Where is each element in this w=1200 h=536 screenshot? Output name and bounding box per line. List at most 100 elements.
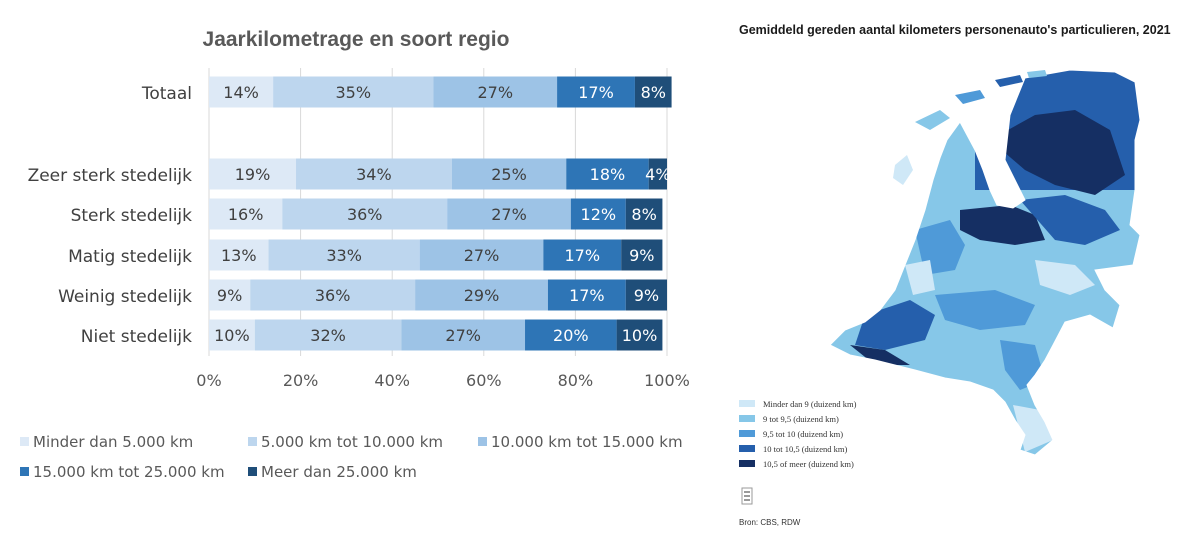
legend-label: 10.000 km tot 15.000 km <box>491 433 683 451</box>
map-legend-label: 9,5 tot 10 (duizend km) <box>763 428 844 439</box>
legend-swatch <box>248 467 257 476</box>
bar-segment <box>648 158 667 190</box>
bar-segment <box>621 239 663 271</box>
bar-segment <box>634 76 672 108</box>
bar-segment <box>401 319 526 351</box>
legend-swatch <box>739 415 755 422</box>
x-tick-label: 0% <box>196 371 221 390</box>
source-note: Bron: CBS, RDW <box>739 518 801 527</box>
legend-swatch <box>739 400 755 407</box>
legend-swatch <box>20 437 29 446</box>
map-title: Gemiddeld gereden aantal kilometers pers… <box>739 23 1171 37</box>
legend-label: 5.000 km tot 10.000 km <box>261 433 443 451</box>
data-label: 32% <box>310 326 346 345</box>
bar-segment <box>525 319 617 351</box>
map-legend-label: Minder dan 9 (duizend km) <box>763 398 857 409</box>
bar-segment <box>254 319 402 351</box>
bar-segment <box>625 198 663 230</box>
data-label: 13% <box>221 246 257 265</box>
bar-segment <box>570 198 626 230</box>
legend-swatch <box>739 460 755 467</box>
bar-segment <box>209 76 274 108</box>
data-label: 27% <box>445 326 481 345</box>
bar-segment <box>543 239 622 271</box>
data-label: 27% <box>491 205 527 224</box>
data-label: 4% <box>645 165 670 184</box>
bar-segment <box>625 279 667 311</box>
map-legend-label: 9 tot 9,5 (duizend km) <box>763 413 839 424</box>
data-label: 8% <box>641 83 666 102</box>
data-label: 27% <box>464 246 500 265</box>
data-label: 17% <box>564 246 600 265</box>
legend-swatch <box>739 445 755 452</box>
bar-segment <box>566 158 649 190</box>
legend-label: Meer dan 25.000 km <box>261 463 417 481</box>
data-label: 14% <box>223 83 259 102</box>
data-label: 29% <box>464 286 500 305</box>
bar-segment <box>419 239 544 271</box>
data-label: 16% <box>228 205 264 224</box>
legend-swatch <box>248 437 257 446</box>
data-label: 20% <box>553 326 589 345</box>
map-legend-item: 9 tot 9,5 (duizend km) <box>739 411 856 426</box>
category-label: Weinig stedelijk <box>58 287 192 307</box>
map-panel: Gemiddeld gereden aantal kilometers pers… <box>735 0 1200 536</box>
bar-segment <box>282 198 448 230</box>
data-label: 10% <box>214 326 250 345</box>
data-label: 18% <box>590 165 626 184</box>
map-legend-item: 10 tot 10,5 (duizend km) <box>739 441 856 456</box>
bar-segment <box>557 76 635 108</box>
bar-segment <box>547 279 626 311</box>
x-tick-label: 100% <box>644 371 690 390</box>
data-label: 17% <box>569 286 605 305</box>
bar-segment <box>447 198 571 230</box>
x-tick-label: 60% <box>466 371 502 390</box>
data-label: 36% <box>347 205 383 224</box>
bar-segment <box>209 198 283 230</box>
data-label: 34% <box>356 165 392 184</box>
category-label: Totaal <box>141 84 192 104</box>
x-tick-label: 20% <box>283 371 319 390</box>
legend-swatch <box>739 430 755 437</box>
data-label: 19% <box>235 165 271 184</box>
cbs-logo-icon <box>741 487 753 505</box>
data-label: 12% <box>581 205 617 224</box>
x-tick-label: 80% <box>558 371 594 390</box>
bar-segment <box>433 76 558 108</box>
category-label: Zeer sterk stedelijk <box>28 166 193 186</box>
data-label: 9% <box>634 286 659 305</box>
map-legend: Minder dan 9 (duizend km) 9 tot 9,5 (dui… <box>739 396 856 471</box>
bar-segment <box>616 319 663 351</box>
data-label: 9% <box>217 286 242 305</box>
map-legend-label: 10 tot 10,5 (duizend km) <box>763 443 848 454</box>
legend-swatch <box>478 437 487 446</box>
bar-segment <box>451 158 567 190</box>
category-label: Niet stedelijk <box>81 327 192 347</box>
chart-title: Jaarkilometrage en soort regio <box>203 28 510 51</box>
legend-label: 15.000 km tot 25.000 km <box>33 463 225 481</box>
category-label: Matig stedelijk <box>68 247 192 267</box>
map-legend-label: 10,5 of meer (duizend km) <box>763 458 854 469</box>
netherlands-map <box>829 69 1141 456</box>
legend-swatch <box>20 467 29 476</box>
data-label: 17% <box>578 83 614 102</box>
map-legend-item: 10,5 of meer (duizend km) <box>739 456 856 471</box>
bar-segment <box>209 319 255 351</box>
bar-segment <box>296 158 452 190</box>
stacked-bar-chart: Jaarkilometrage en soort regio Totaal 14%… <box>20 28 690 481</box>
data-label: 33% <box>326 246 362 265</box>
bar-segment <box>209 158 297 190</box>
bar-segment <box>209 279 251 311</box>
category-label: Sterk stedelijk <box>71 206 193 226</box>
data-label: 9% <box>629 246 654 265</box>
data-label: 25% <box>491 165 527 184</box>
data-label: 36% <box>315 286 351 305</box>
map-legend-item: Minder dan 9 (duizend km) <box>739 396 856 411</box>
data-label: 8% <box>631 205 656 224</box>
bar-segment <box>415 279 548 311</box>
data-label: 27% <box>477 83 513 102</box>
data-label: 35% <box>335 83 371 102</box>
bar-segment <box>209 239 269 271</box>
data-label: 10% <box>622 326 658 345</box>
x-tick-label: 40% <box>374 371 410 390</box>
